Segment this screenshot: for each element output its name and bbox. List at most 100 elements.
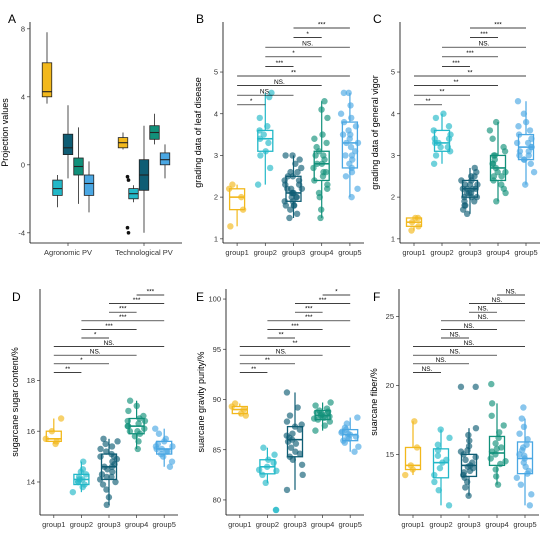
significance-label: *** xyxy=(466,50,474,57)
data-point xyxy=(434,452,442,459)
data-point xyxy=(486,127,494,134)
box-group3 xyxy=(62,133,74,155)
data-point xyxy=(517,481,525,488)
panel-f: F 15 20 25 suarcane fiber/% group1 group2 group… xyxy=(369,288,539,529)
significance-label: ** xyxy=(425,98,431,105)
data-point xyxy=(513,139,521,147)
data-point xyxy=(289,430,296,437)
significance-label: ** xyxy=(279,331,285,338)
data-point xyxy=(74,478,82,486)
y-axis-label: suarcane fiber/% xyxy=(369,368,379,436)
x-tick-label: group4 xyxy=(485,520,508,529)
data-point xyxy=(320,152,327,159)
x-tick-label: Technological PV xyxy=(115,248,173,257)
significance-label: NS. xyxy=(104,340,115,347)
significance-label: NS. xyxy=(90,349,101,356)
data-point xyxy=(288,193,295,201)
box-group1 xyxy=(228,188,246,211)
data-point xyxy=(323,139,330,147)
data-point xyxy=(457,383,465,391)
significance-label: * xyxy=(292,50,295,57)
x-tick-label: group1 xyxy=(225,248,248,257)
data-point xyxy=(488,412,495,419)
y-tick-label: 16 xyxy=(27,427,35,436)
data-point xyxy=(522,181,529,188)
y-tick-label: 2 xyxy=(214,193,218,202)
data-point xyxy=(227,223,234,230)
panel-letter: F xyxy=(373,290,380,304)
outlier-point xyxy=(126,178,131,182)
data-point xyxy=(134,445,141,453)
data-point xyxy=(411,418,418,425)
data-point xyxy=(125,407,132,415)
box-group1 xyxy=(404,446,422,471)
significance-label: ** xyxy=(453,79,459,86)
box-group5 xyxy=(341,121,359,169)
x-tick-label: group4 xyxy=(486,248,509,257)
significance-label: *** xyxy=(276,60,284,67)
box-group2 xyxy=(433,129,451,152)
data-point xyxy=(526,127,534,134)
box-group5 xyxy=(83,174,95,196)
data-point xyxy=(528,491,535,498)
significance-label: *** xyxy=(291,323,299,330)
data-point xyxy=(465,431,472,439)
box-group3 xyxy=(286,425,304,458)
data-point xyxy=(260,131,267,138)
panel-letter: C xyxy=(373,12,382,26)
y-tick-label: 25 xyxy=(386,312,394,321)
data-point xyxy=(431,478,438,486)
outlier-point xyxy=(125,225,130,230)
data-point xyxy=(498,173,505,180)
data-point xyxy=(254,181,262,188)
data-point xyxy=(515,123,522,130)
significance-label: NS. xyxy=(478,314,489,321)
data-point xyxy=(283,418,291,425)
x-tick-label: group1 xyxy=(402,248,425,257)
y-tick-label: 5 xyxy=(391,68,395,77)
data-point xyxy=(292,440,300,447)
y-tick-label: 4 xyxy=(21,92,25,101)
data-point xyxy=(513,474,521,481)
data-point xyxy=(155,430,163,437)
x-tick-label: group1 xyxy=(401,520,424,529)
x-tick-label: group3 xyxy=(97,520,120,529)
y-tick-label: 4 xyxy=(391,109,395,118)
data-point xyxy=(322,168,330,176)
data-point xyxy=(293,210,301,218)
y-axis-label: Projection values xyxy=(0,98,10,167)
x-tick-label: group1 xyxy=(42,520,65,529)
data-point xyxy=(347,143,355,151)
data-point xyxy=(344,434,351,441)
box-group5 xyxy=(156,440,173,455)
significance-label: NS. xyxy=(260,89,271,96)
data-point xyxy=(103,501,110,509)
data-point xyxy=(354,414,361,421)
y-tick-label: -4 xyxy=(18,228,25,237)
x-tick-label: group5 xyxy=(153,520,176,529)
y-tick-label: 2 xyxy=(391,193,395,202)
significance-label: ** xyxy=(251,366,257,373)
data-point xyxy=(108,443,116,450)
data-point xyxy=(445,502,453,509)
x-tick-label: group2 xyxy=(70,520,93,529)
significance-label: *** xyxy=(452,60,460,67)
data-point xyxy=(140,412,147,420)
x-tick-label: group3 xyxy=(282,248,305,257)
data-point xyxy=(432,114,440,122)
data-point xyxy=(323,185,331,192)
x-tick-label: group1 xyxy=(228,520,251,529)
data-point xyxy=(327,399,334,406)
data-point xyxy=(500,143,507,151)
y-tick-label: 80 xyxy=(213,496,221,505)
data-point xyxy=(526,502,534,509)
data-point xyxy=(296,156,303,163)
y-tick-label: 95 xyxy=(213,345,221,354)
panel-a: A -4 0 4 8 Projection values Agronomic PV Techn… xyxy=(0,12,182,257)
data-point xyxy=(231,400,239,407)
x-tick-label: group3 xyxy=(458,248,481,257)
significance-label: NS. xyxy=(422,366,433,373)
data-point xyxy=(321,422,329,429)
significance-label: *** xyxy=(147,288,155,295)
